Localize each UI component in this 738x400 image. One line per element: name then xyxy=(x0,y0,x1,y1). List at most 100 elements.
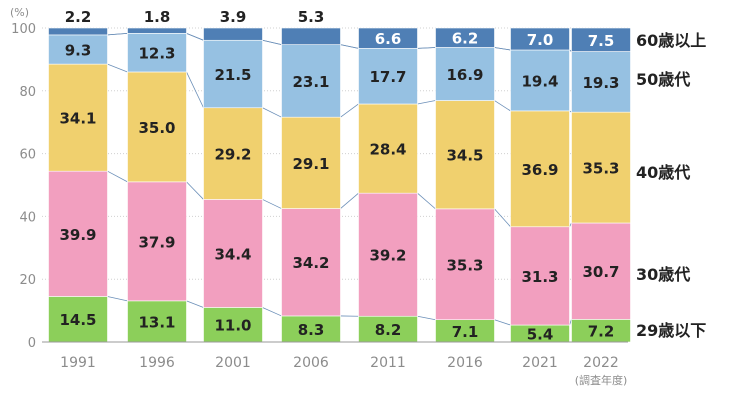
connector-line xyxy=(417,100,436,105)
bar-segment xyxy=(48,170,108,297)
bar-segment xyxy=(571,111,631,224)
connector-line xyxy=(569,319,572,326)
bar-segment xyxy=(358,48,418,105)
data-label: 39.2 xyxy=(369,247,406,265)
data-label: 12.3 xyxy=(138,45,175,63)
x-tick-label: 2011 xyxy=(370,355,406,371)
bar-segment xyxy=(435,100,495,210)
x-axis: 1991 1996 2001 2006 2011 2016 2021 2022 (調査年度) xyxy=(60,355,627,387)
legend-label: 50歳代 xyxy=(636,70,690,89)
bar-segment xyxy=(203,27,263,41)
y-tick-label: 60 xyxy=(19,148,36,163)
connector-line xyxy=(186,32,204,41)
bar-segment xyxy=(358,103,418,194)
bar-segment xyxy=(281,208,341,317)
x-tick-label: 2001 xyxy=(215,355,251,371)
connector-line xyxy=(569,49,572,52)
data-label: 37.9 xyxy=(138,233,175,251)
y-tick-label: 20 xyxy=(19,273,36,288)
connector-line xyxy=(340,44,359,49)
bar-segment xyxy=(571,222,631,320)
legend-label: 60歳以上 xyxy=(636,31,706,50)
bar-segment xyxy=(48,63,108,172)
connector-line xyxy=(417,192,436,210)
data-label: 35.0 xyxy=(138,119,175,137)
data-label: 28.4 xyxy=(369,141,406,159)
y-tick-label: 80 xyxy=(19,85,36,100)
bar-segment xyxy=(203,199,263,308)
x-tick-label: 2021 xyxy=(522,355,558,371)
bar-segment xyxy=(571,27,631,52)
y-tick-label: 40 xyxy=(19,210,36,225)
legend-label: 29歳以下 xyxy=(636,321,706,340)
data-label: 29.1 xyxy=(292,155,329,173)
bar-segment xyxy=(435,27,495,48)
y-tick-label: 0 xyxy=(28,336,36,351)
data-label: 35.3 xyxy=(446,256,483,274)
bar-segment xyxy=(281,315,341,343)
connector-line xyxy=(494,208,511,228)
data-label: 7.0 xyxy=(527,31,554,49)
connector-line xyxy=(494,47,511,51)
bar-segment xyxy=(127,33,187,73)
data-label: 34.2 xyxy=(292,254,329,272)
connector-line xyxy=(262,307,282,317)
data-label: 9.3 xyxy=(65,42,92,60)
data-label: 5.3 xyxy=(298,8,325,26)
data-label: 19.4 xyxy=(521,72,558,90)
bar-segment xyxy=(203,107,263,200)
data-label: 34.1 xyxy=(59,110,96,128)
bar-segment xyxy=(358,192,418,317)
connector-line xyxy=(417,47,436,49)
connector-line xyxy=(186,300,204,308)
bar-segment xyxy=(127,300,187,343)
bar-segment xyxy=(435,47,495,101)
bar-segment xyxy=(127,181,187,302)
data-label: 23.1 xyxy=(292,73,329,91)
bar-segment xyxy=(48,27,108,36)
bars xyxy=(48,27,631,343)
connector-line xyxy=(107,63,128,73)
data-label: 7.1 xyxy=(452,323,479,341)
x-tick-label: 2006 xyxy=(293,355,329,371)
connector-line xyxy=(262,107,282,118)
data-label: 29.2 xyxy=(214,146,251,164)
connector-line xyxy=(107,296,128,302)
data-label: 14.5 xyxy=(59,311,96,329)
bar-segment xyxy=(127,71,187,183)
data-label: 34.5 xyxy=(446,147,483,165)
x-tick-label: 1996 xyxy=(139,355,175,371)
data-label: 5.4 xyxy=(527,326,554,344)
data-label: 11.0 xyxy=(214,317,251,335)
connector-line xyxy=(569,222,572,227)
legend: 60歳以上 50歳代 40歳代 30歳代 29歳以下 xyxy=(636,31,706,340)
connector-line xyxy=(417,315,436,321)
connector-line xyxy=(262,39,282,46)
y-tick-label: 100 xyxy=(11,22,36,37)
bar-segment xyxy=(281,27,341,45)
connector-line xyxy=(186,71,204,108)
data-label: 21.5 xyxy=(214,66,251,84)
connector-line xyxy=(340,103,359,118)
data-label: 31.3 xyxy=(521,268,558,286)
x-tick-label: 2022 xyxy=(583,355,619,371)
data-label: 6.2 xyxy=(452,30,479,48)
data-label: 39.9 xyxy=(59,226,96,244)
data-label: 8.3 xyxy=(298,321,325,339)
bar-segment xyxy=(281,116,341,209)
data-label: 16.9 xyxy=(446,66,483,84)
connector-line xyxy=(494,319,511,326)
bar-segment xyxy=(358,315,418,343)
data-label: 2.2 xyxy=(65,8,92,26)
bar-segment xyxy=(510,226,570,326)
bar-segment xyxy=(510,110,570,228)
connector-line xyxy=(340,192,359,209)
y-unit-label: (%) xyxy=(10,6,29,19)
data-label: 7.2 xyxy=(588,323,615,341)
x-note-label: (調査年度) xyxy=(575,373,628,387)
data-label: 6.6 xyxy=(375,30,402,48)
y-axis: 0 20 40 60 80 100 (%) xyxy=(10,6,628,351)
connector-line xyxy=(262,199,282,209)
connector-line xyxy=(107,170,128,183)
